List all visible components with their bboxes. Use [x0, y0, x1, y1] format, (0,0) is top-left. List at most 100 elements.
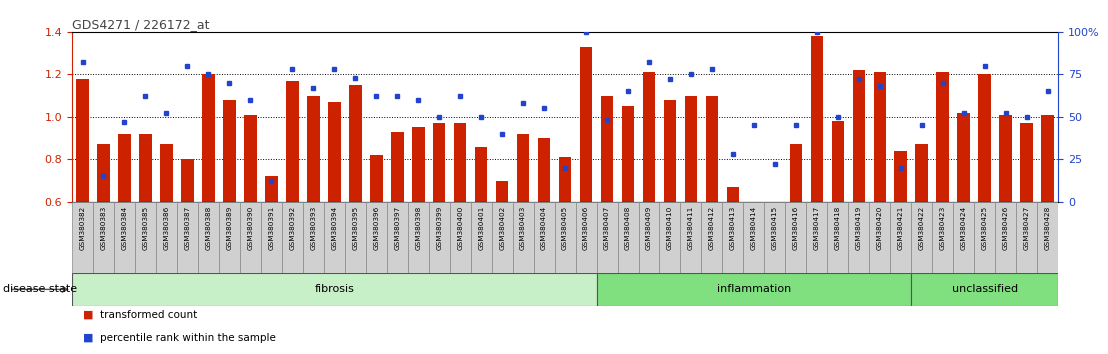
- Bar: [156, 202, 177, 273]
- Text: GSM380396: GSM380396: [373, 205, 379, 250]
- Bar: [140, 134, 152, 202]
- Bar: [911, 273, 1058, 306]
- Bar: [202, 74, 215, 202]
- Text: GDS4271 / 226172_at: GDS4271 / 226172_at: [72, 18, 209, 31]
- Text: GSM380397: GSM380397: [394, 205, 400, 250]
- Text: GSM380408: GSM380408: [625, 205, 632, 250]
- Bar: [198, 202, 219, 273]
- Text: GSM380390: GSM380390: [247, 205, 254, 250]
- Text: GSM380427: GSM380427: [1024, 205, 1029, 250]
- Text: GSM380417: GSM380417: [814, 205, 820, 250]
- Bar: [387, 202, 408, 273]
- Text: GSM380428: GSM380428: [1045, 205, 1050, 250]
- Bar: [932, 202, 953, 273]
- Bar: [852, 70, 865, 202]
- Bar: [302, 202, 324, 273]
- Bar: [496, 181, 509, 202]
- Bar: [894, 151, 907, 202]
- Bar: [119, 134, 131, 202]
- Text: GSM380393: GSM380393: [310, 205, 316, 250]
- Bar: [807, 202, 828, 273]
- Bar: [680, 202, 701, 273]
- Text: GSM380401: GSM380401: [479, 205, 484, 250]
- Bar: [558, 157, 572, 202]
- Bar: [936, 72, 950, 202]
- Bar: [328, 102, 340, 202]
- Text: GSM380422: GSM380422: [919, 205, 925, 250]
- Bar: [701, 202, 722, 273]
- Text: GSM380418: GSM380418: [834, 205, 841, 250]
- Bar: [579, 47, 593, 202]
- Bar: [831, 121, 844, 202]
- Bar: [219, 202, 239, 273]
- Text: inflammation: inflammation: [717, 284, 791, 295]
- Bar: [727, 187, 739, 202]
- Bar: [492, 202, 513, 273]
- Bar: [685, 96, 697, 202]
- Bar: [223, 100, 236, 202]
- Bar: [76, 79, 89, 202]
- Bar: [828, 202, 849, 273]
- Text: fibrosis: fibrosis: [315, 284, 355, 295]
- Text: GSM380426: GSM380426: [1003, 205, 1008, 250]
- Text: GSM380387: GSM380387: [184, 205, 191, 250]
- Bar: [638, 202, 659, 273]
- Text: GSM380407: GSM380407: [604, 205, 611, 250]
- Bar: [454, 123, 466, 202]
- Text: GSM380406: GSM380406: [583, 205, 589, 250]
- Bar: [345, 202, 366, 273]
- Bar: [911, 202, 932, 273]
- Bar: [1020, 123, 1033, 202]
- Text: GSM380425: GSM380425: [982, 205, 987, 250]
- Bar: [429, 202, 450, 273]
- Bar: [93, 202, 114, 273]
- Bar: [978, 74, 991, 202]
- Bar: [244, 115, 257, 202]
- Bar: [957, 113, 970, 202]
- Bar: [265, 176, 278, 202]
- Text: GSM380402: GSM380402: [499, 205, 505, 250]
- Bar: [617, 202, 638, 273]
- Text: GSM380413: GSM380413: [730, 205, 736, 250]
- Bar: [953, 202, 974, 273]
- Text: GSM380392: GSM380392: [289, 205, 296, 250]
- Bar: [870, 202, 891, 273]
- Bar: [769, 202, 781, 253]
- Text: ■: ■: [83, 310, 93, 320]
- Bar: [748, 202, 760, 236]
- Bar: [873, 72, 886, 202]
- Bar: [366, 202, 387, 273]
- Bar: [475, 147, 488, 202]
- Bar: [1016, 202, 1037, 273]
- Bar: [98, 144, 110, 202]
- Bar: [1037, 202, 1058, 273]
- Bar: [811, 36, 823, 202]
- Text: GSM380386: GSM380386: [164, 205, 170, 250]
- Bar: [537, 138, 551, 202]
- Bar: [555, 202, 575, 273]
- Bar: [664, 100, 676, 202]
- Bar: [324, 202, 345, 273]
- Text: GSM380410: GSM380410: [667, 205, 673, 250]
- Text: GSM380403: GSM380403: [520, 205, 526, 250]
- Bar: [513, 202, 534, 273]
- Text: GSM380412: GSM380412: [709, 205, 715, 250]
- Bar: [412, 127, 424, 202]
- Bar: [999, 115, 1012, 202]
- Text: percentile rank within the sample: percentile rank within the sample: [100, 333, 276, 343]
- Text: GSM380405: GSM380405: [562, 205, 568, 250]
- Bar: [516, 134, 530, 202]
- Bar: [286, 81, 299, 202]
- Bar: [790, 144, 802, 202]
- Bar: [891, 202, 911, 273]
- Bar: [596, 202, 617, 273]
- Text: ■: ■: [83, 333, 93, 343]
- Text: GSM380385: GSM380385: [143, 205, 148, 250]
- Text: GSM380420: GSM380420: [876, 205, 883, 250]
- Bar: [849, 202, 870, 273]
- Bar: [135, 202, 156, 273]
- Bar: [408, 202, 429, 273]
- Bar: [765, 202, 786, 273]
- Bar: [995, 202, 1016, 273]
- Text: GSM380419: GSM380419: [855, 205, 862, 250]
